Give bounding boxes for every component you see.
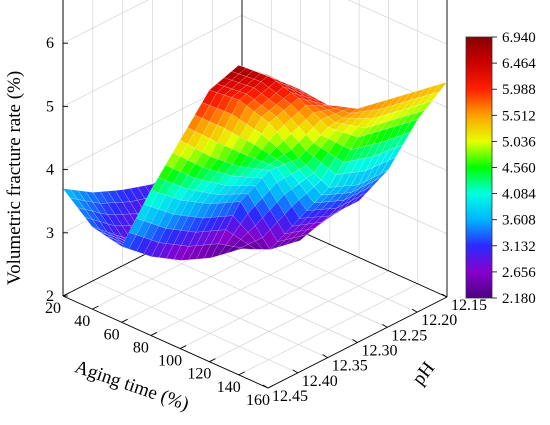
axis-ticks: 2345672040608010012014016012.1512.2012.2… — [45, 35, 487, 409]
grid-line — [122, 265, 328, 358]
z-axis-label: Volumetric fracture rate (%) — [4, 71, 25, 285]
colorbar-tick-label: 5.036 — [502, 134, 536, 150]
grid-line — [92, 280, 298, 374]
axis-edge — [62, 295, 269, 389]
grid-line — [152, 250, 358, 343]
y-tick-mark — [441, 293, 448, 298]
y-tick-mark — [262, 384, 269, 389]
z-tick-label: 4 — [46, 162, 54, 179]
y-tick-mark — [322, 354, 328, 359]
colorbar-tick-label: 4.560 — [502, 161, 536, 177]
y-tick-label: 12.40 — [302, 373, 338, 390]
z-tick-label: 6 — [46, 35, 54, 52]
x-tick-mark — [150, 332, 158, 336]
x-tick-label: 100 — [158, 353, 182, 370]
x-tick-label: 160 — [246, 392, 270, 409]
surface-patch — [260, 72, 276, 80]
x-tick-label: 40 — [74, 313, 90, 330]
x-tick-mark — [209, 358, 216, 363]
colorbar-tick-label: 2.656 — [502, 265, 536, 281]
x-tick-label: 20 — [45, 300, 61, 317]
y-tick-mark — [352, 339, 358, 343]
z-tick-label: 3 — [46, 225, 54, 242]
y-tick-mark — [411, 308, 418, 313]
colorbar-tick-label: 6.464 — [502, 56, 536, 72]
grid-line — [62, 15, 243, 107]
colorbar-tick-label: 2.180 — [502, 291, 536, 307]
y-tick-label: 12.45 — [272, 388, 308, 405]
x-tick-mark — [179, 345, 187, 349]
colorbar-tick-label: 5.512 — [502, 108, 536, 124]
y-tick-label: 12.30 — [362, 343, 398, 360]
colorbar-tick-label: 5.988 — [502, 82, 536, 98]
x-tick-label: 60 — [104, 326, 120, 343]
colorbar-ticks: 6.940 6.464 5.988 5.512 5.036 4.560 4.084 3.608… — [492, 30, 536, 307]
colorbar-tick-label: 3.608 — [502, 213, 536, 229]
colorbar-tick-label: 4.084 — [502, 187, 536, 203]
x-tick-label: 80 — [133, 339, 149, 356]
x-tick-mark — [121, 318, 128, 323]
y-tick-mark — [382, 323, 388, 328]
z-tick-label: 2 — [46, 288, 54, 305]
colorbar-tick-label: 6.940 — [502, 30, 536, 46]
x-tick-label: 120 — [187, 366, 211, 383]
y-tick-label: 12.25 — [391, 327, 427, 344]
colorbar — [465, 36, 493, 299]
x-tick-label: 140 — [217, 379, 241, 396]
z-tick-label: 5 — [46, 98, 54, 115]
grid-line — [347, 0, 448, 45]
y-tick-label: 12.15 — [451, 297, 487, 314]
colorbar-tick-label: 3.132 — [502, 239, 536, 255]
x-tick-mark — [92, 305, 99, 310]
surface-plot — [62, 64, 448, 261]
y-tick-label: 12.35 — [332, 358, 368, 375]
grid-line — [241, 15, 448, 108]
y-tick-label: 12.20 — [421, 312, 457, 329]
y-tick-mark — [292, 369, 299, 374]
x-tick-mark — [62, 292, 70, 297]
x-tick-mark — [238, 371, 245, 376]
y-axis-label: pH — [408, 358, 439, 389]
x-tick-mark — [267, 384, 275, 389]
grid-line — [62, 0, 149, 44]
